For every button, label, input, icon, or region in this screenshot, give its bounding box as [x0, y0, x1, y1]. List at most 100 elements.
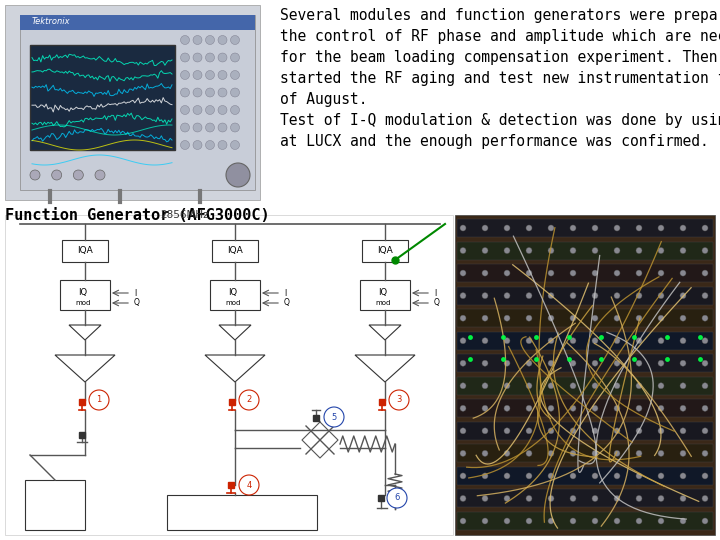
Circle shape	[592, 293, 598, 299]
Circle shape	[239, 390, 259, 410]
Text: mod: mod	[375, 300, 391, 306]
Circle shape	[702, 450, 708, 456]
Bar	[212, 240, 258, 262]
Circle shape	[702, 338, 708, 343]
Circle shape	[614, 360, 620, 366]
Circle shape	[181, 140, 189, 150]
Circle shape	[226, 163, 250, 187]
Circle shape	[460, 315, 466, 321]
Circle shape	[230, 123, 240, 132]
Circle shape	[570, 293, 576, 299]
Circle shape	[658, 293, 664, 299]
Bar	[20, 15, 255, 190]
Circle shape	[181, 105, 189, 114]
Text: IQA: IQA	[77, 246, 93, 255]
Circle shape	[460, 450, 466, 456]
Circle shape	[702, 270, 708, 276]
Circle shape	[570, 270, 576, 276]
Circle shape	[504, 406, 510, 411]
Circle shape	[460, 338, 466, 343]
Text: Function Generator (AFG3000C): Function Generator (AFG3000C)	[5, 208, 269, 223]
Circle shape	[592, 406, 598, 411]
Circle shape	[482, 428, 488, 434]
Text: 3: 3	[396, 395, 402, 404]
Circle shape	[548, 473, 554, 479]
Text: mod: mod	[76, 300, 91, 306]
Polygon shape	[69, 325, 101, 340]
Circle shape	[181, 88, 189, 97]
Circle shape	[636, 270, 642, 276]
Circle shape	[482, 383, 488, 389]
Circle shape	[193, 36, 202, 44]
Circle shape	[526, 473, 532, 479]
Circle shape	[592, 496, 598, 502]
Circle shape	[218, 105, 227, 114]
Circle shape	[482, 315, 488, 321]
Circle shape	[504, 450, 510, 456]
Circle shape	[570, 450, 576, 456]
Text: Q: Q	[434, 299, 440, 307]
Circle shape	[52, 170, 62, 180]
Circle shape	[193, 71, 202, 79]
Circle shape	[680, 247, 686, 254]
Circle shape	[482, 247, 488, 254]
Circle shape	[680, 450, 686, 456]
Circle shape	[680, 338, 686, 343]
Circle shape	[570, 247, 576, 254]
Circle shape	[592, 270, 598, 276]
Circle shape	[614, 315, 620, 321]
Circle shape	[205, 88, 215, 97]
Circle shape	[680, 315, 686, 321]
Circle shape	[95, 170, 105, 180]
Circle shape	[482, 270, 488, 276]
Circle shape	[614, 270, 620, 276]
Circle shape	[702, 406, 708, 411]
Circle shape	[592, 473, 598, 479]
Circle shape	[193, 140, 202, 150]
Bar	[457, 332, 713, 350]
Circle shape	[548, 450, 554, 456]
Circle shape	[548, 518, 554, 524]
Circle shape	[193, 123, 202, 132]
Circle shape	[614, 338, 620, 343]
Bar	[457, 512, 713, 530]
Bar	[20, 15, 255, 30]
Circle shape	[218, 123, 227, 132]
Text: Q: Q	[134, 299, 140, 307]
Text: IQ: IQ	[228, 287, 238, 296]
Bar	[457, 444, 713, 462]
Text: 5: 5	[331, 413, 337, 422]
Circle shape	[526, 338, 532, 343]
Circle shape	[526, 406, 532, 411]
Circle shape	[193, 88, 202, 97]
Circle shape	[230, 71, 240, 79]
Circle shape	[482, 225, 488, 231]
Circle shape	[460, 473, 466, 479]
Circle shape	[526, 518, 532, 524]
Circle shape	[658, 383, 664, 389]
Bar	[457, 264, 713, 282]
Text: IQA: IQA	[227, 246, 243, 255]
Circle shape	[636, 496, 642, 502]
Circle shape	[570, 225, 576, 231]
Circle shape	[680, 496, 686, 502]
Circle shape	[504, 360, 510, 366]
Circle shape	[324, 407, 344, 427]
Circle shape	[504, 473, 510, 479]
Circle shape	[460, 428, 466, 434]
Circle shape	[482, 406, 488, 411]
Circle shape	[548, 247, 554, 254]
Circle shape	[570, 406, 576, 411]
Circle shape	[614, 383, 620, 389]
Circle shape	[504, 293, 510, 299]
Bar	[5, 5, 260, 200]
Circle shape	[482, 338, 488, 343]
Bar	[362, 240, 408, 262]
Circle shape	[614, 496, 620, 502]
Circle shape	[570, 383, 576, 389]
Circle shape	[526, 383, 532, 389]
Bar	[360, 280, 410, 310]
Circle shape	[658, 247, 664, 254]
Circle shape	[636, 450, 642, 456]
Circle shape	[526, 450, 532, 456]
